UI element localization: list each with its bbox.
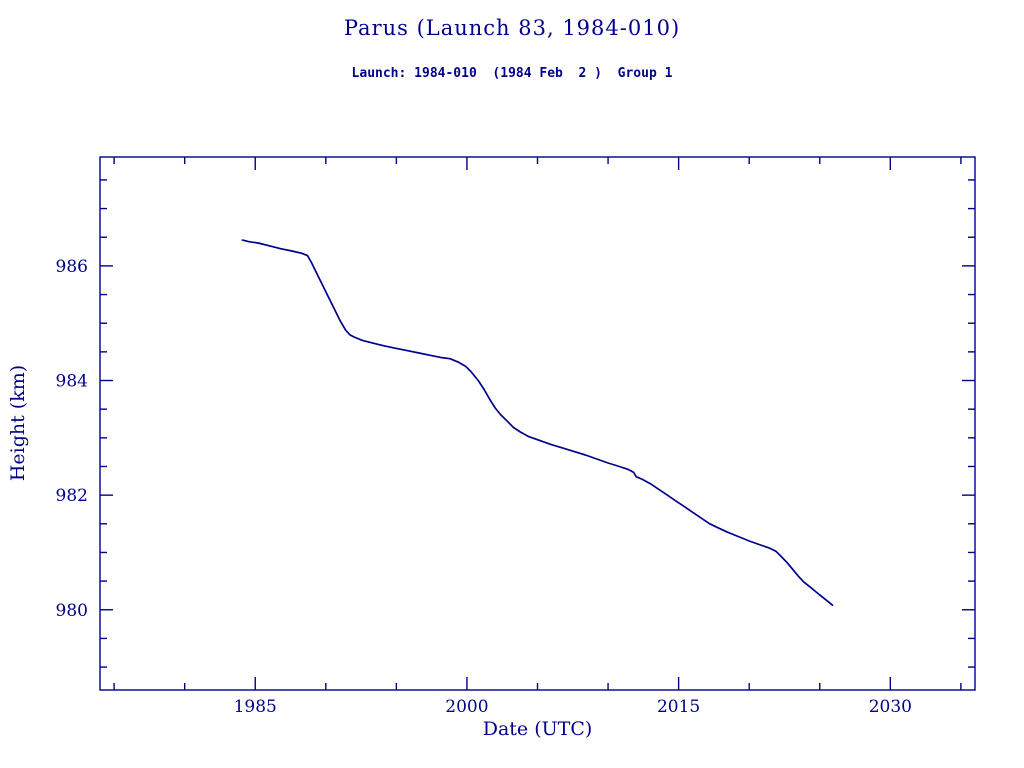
x-tick-label: 2000 (445, 697, 488, 717)
chart-subtitle: Launch: 1984-010 (1984 Feb 2 ) Group 1 (351, 66, 673, 81)
chart-title: Parus (Launch 83, 1984-010) (343, 16, 681, 40)
y-tick-label: 984 (56, 372, 88, 392)
y-tick-label: 980 (56, 601, 88, 621)
height-data-line (241, 239, 834, 607)
y-tick-label: 982 (56, 486, 88, 506)
y-tick-label: 986 (56, 257, 88, 277)
plot-frame (99, 156, 976, 691)
x-tick-label: 2030 (869, 697, 912, 717)
x-axis-label: Date (UTC) (482, 718, 593, 740)
x-tick-label: 2015 (657, 697, 700, 717)
x-tick-label: 1985 (234, 697, 277, 717)
